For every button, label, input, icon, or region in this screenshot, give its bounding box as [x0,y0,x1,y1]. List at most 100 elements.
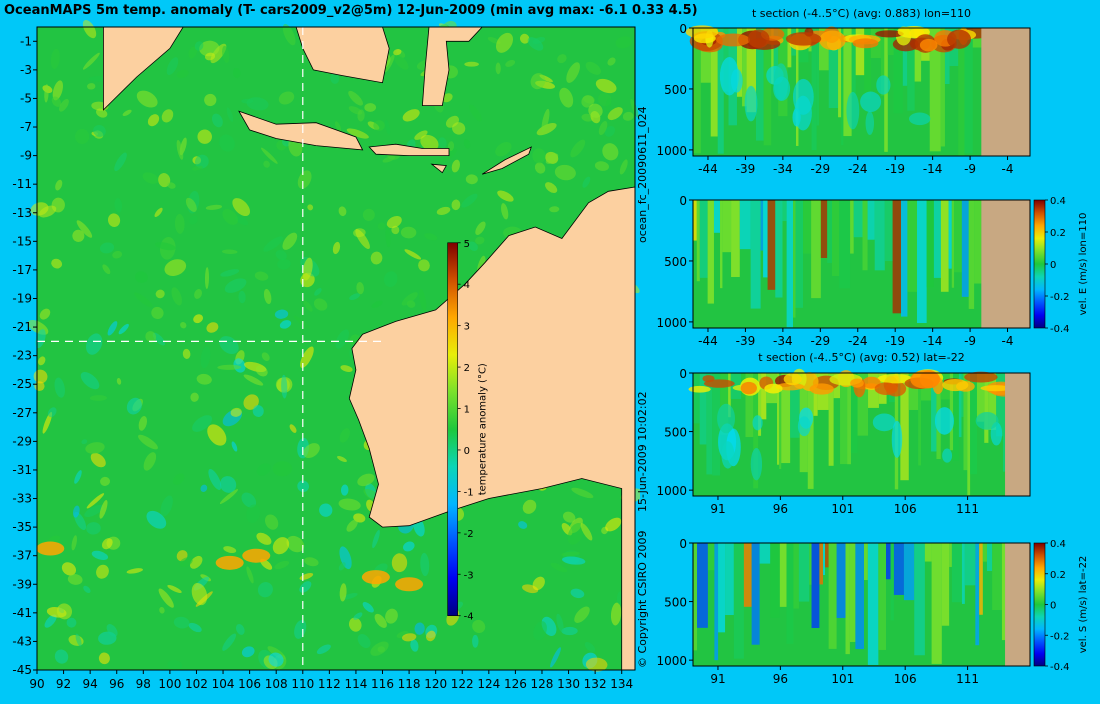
section-colorbar-tick: 0.4 [1050,539,1066,550]
map-x-tick: 100 [158,677,181,691]
section-title: t section (-4..5°C) (avg: 0.883) lon=110 [752,7,971,20]
map-colorbar-tick: 2 [464,363,470,374]
section-x-tick: -19 [885,334,905,348]
section-y-tick: 0 [679,22,687,36]
nusa-tenggara-landmass [368,143,450,156]
section-colorbar-tick: -0.4 [1050,662,1070,673]
map-y-tick: -5 [20,91,32,105]
section-y-tick: 1000 [656,654,687,668]
section-x-tick: -29 [811,162,831,176]
map-y-tick: -9 [20,149,32,163]
map-y-tick: -43 [12,634,32,648]
map-colorbar-tick: 4 [464,280,470,291]
map-x-tick: 96 [109,677,124,691]
section-colorbar-label: vel. E (m/s) lon=110 [1078,213,1089,316]
map-y-tick: -25 [12,377,32,391]
vel-e-panel[interactable]: -44 -39 -34 -29 -24 -19 -14 -9 -4 0 500 1000 0.4 0.2 0… [640,190,1100,350]
tsec-lat-panel[interactable]: 91 96 101 106 111 0 500 1000 t section (-4..5°C)… [640,350,1100,530]
map-y-tick: -13 [12,206,32,220]
section-texture [688,368,1019,496]
section-texture [693,543,1006,665]
map-x-tick: 110 [291,677,314,691]
section-y-tick: 500 [664,255,687,269]
section-frame [692,199,1031,329]
section-x-tick: 111 [956,672,979,686]
map-x-tick: 130 [557,677,580,691]
section-frame [692,27,1031,157]
sumba-landmass [430,163,447,174]
map-x-tick: 118 [398,677,421,691]
map-y-tick: -31 [12,463,32,477]
section-x-tick: 91 [710,672,725,686]
map-x-tick: 114 [344,677,367,691]
map-x-tick: 124 [477,677,500,691]
section-y-tick: 1000 [656,144,687,158]
section-x-tick: 111 [956,502,979,516]
section-y-tick: 500 [664,83,687,97]
section-colorbar-tick: 0.2 [1050,570,1066,581]
map-colorbar-label: temperature anomaly (°C) [478,363,489,495]
section-title: t section (-4..5°C) (avg: 0.52) lat=-22 [758,351,964,364]
section-frame [692,372,1031,497]
map-x-tick: 98 [136,677,151,691]
map-x-tick: 102 [185,677,208,691]
section-x-tick: 101 [831,672,854,686]
page-title: OceanMAPS 5m temp. anomaly (T- cars2009_… [4,3,698,18]
section-x-tick: 101 [831,502,854,516]
australia-landmass [348,186,636,671]
section-x-tick: -39 [736,334,756,348]
section-x-tick: -14 [923,334,943,348]
map-colorbar-tick: -2 [464,529,474,540]
map-colorbar-tick: 5 [464,239,470,250]
section-x-tick: -19 [885,162,905,176]
section-x-tick: 91 [710,502,725,516]
section-land [1005,543,1030,666]
map-colorbar-tick: -1 [464,487,474,498]
map-y-tick: -17 [12,263,32,277]
section-x-tick: -39 [736,162,756,176]
vel-e-svg: -44 -39 -34 -29 -24 -19 -14 -9 -4 0 500 1000 0.4 0.2 0… [656,194,1089,348]
section-land [981,200,1030,328]
map-colorbar-tick: 1 [464,405,470,416]
section-y-tick: 500 [664,596,687,610]
map-y-tick: -7 [20,120,32,134]
section-y-tick: 500 [664,426,687,440]
map-colorbar-tick: -3 [464,570,474,581]
timestamp-label: 15-Jun-2009 10:02:02 [636,391,649,512]
section-y-tick: 1000 [656,316,687,330]
section-x-tick: -9 [964,334,976,348]
section-x-tick: -44 [698,162,718,176]
section-x-tick: 106 [894,672,917,686]
copyright-label: © Copyright CSIRO 2009 [636,530,649,668]
map-plot[interactable]: 5 4 3 2 1 0 -1 -2 -3 -4 temperature anomaly (°C) 90… [0,0,644,700]
section-colorbar-tick: -0.4 [1050,324,1070,335]
map-y-tick: -27 [12,406,32,420]
section-colorbar-tick: 0.2 [1050,228,1066,239]
vel-s-panel[interactable]: 91 96 101 106 111 0 500 1000 0.4 0.2 0 -0.2 -0.4 vel.… [640,530,1100,700]
section-colorbar [1033,199,1046,329]
map-x-tick: 122 [451,677,474,691]
map-svg: 5 4 3 2 1 0 -1 -2 -3 -4 temperature anomaly (°C) 90… [12,20,644,691]
map-y-tick: -45 [12,663,32,677]
section-colorbar-tick: 0 [1050,601,1056,612]
tsec-lon-panel[interactable]: -44 -39 -34 -29 -24 -19 -14 -9 -4 0 500 1000 t secti… [640,0,1100,190]
section-y-tick: 0 [679,367,687,381]
section-colorbar-label: vel. S (m/s) lat=-22 [1078,556,1089,654]
sumatra-landmass [103,26,184,111]
map-x-tick: 112 [318,677,341,691]
map-x-tick: 126 [504,677,527,691]
map-y-tick: -41 [12,606,32,620]
map-y-tick: -37 [12,549,32,563]
section-x-tick: -14 [923,162,943,176]
section-land [1005,373,1030,496]
tsec-lat-svg: 91 96 101 106 111 0 500 1000 t section (-4..5°C)… [656,351,1031,516]
map-anomaly-texture [27,20,644,672]
section-x-tick: -34 [773,334,793,348]
section-x-tick: -44 [698,334,718,348]
timor-landmass [481,146,533,175]
section-x-tick: -4 [1002,162,1014,176]
map-y-tick: -1 [20,34,32,48]
map-x-tick: 92 [56,677,71,691]
section-colorbar-tick: -0.2 [1050,631,1070,642]
section-x-tick: 106 [894,502,917,516]
